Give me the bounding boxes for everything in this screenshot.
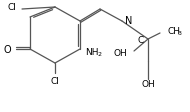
Text: C: C	[138, 36, 144, 45]
Text: CH: CH	[168, 27, 181, 36]
Text: 3: 3	[178, 31, 182, 36]
Text: O: O	[3, 45, 11, 55]
Text: Cl: Cl	[8, 3, 17, 12]
Text: Cl: Cl	[51, 77, 59, 86]
Text: OH: OH	[113, 49, 127, 58]
Text: NH: NH	[85, 48, 98, 57]
Text: OH: OH	[141, 80, 155, 89]
Text: N: N	[125, 16, 132, 26]
Text: 2: 2	[97, 52, 101, 57]
